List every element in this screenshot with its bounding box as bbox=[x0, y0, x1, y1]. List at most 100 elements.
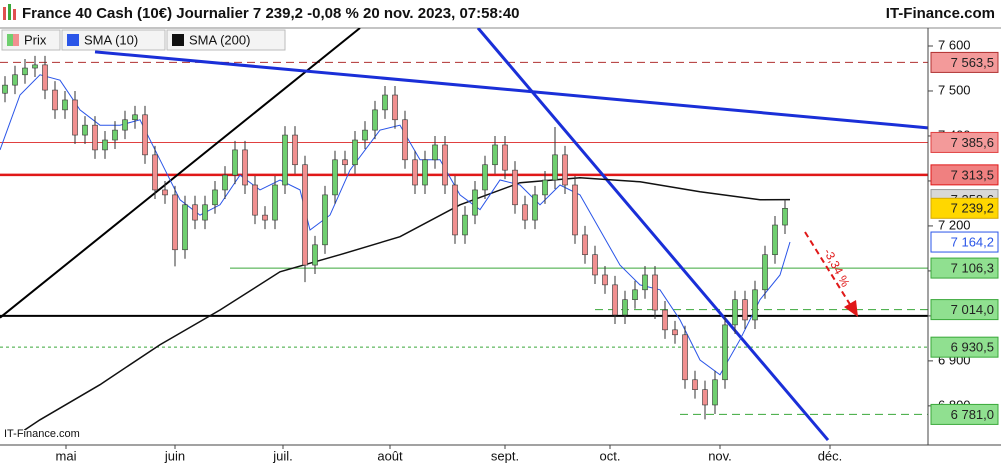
candle-body bbox=[482, 164, 488, 191]
candle-body bbox=[222, 174, 228, 191]
candle-body bbox=[122, 119, 128, 131]
candle-body bbox=[722, 324, 728, 381]
level-label-box bbox=[930, 299, 999, 321]
candle-body bbox=[492, 144, 498, 166]
candle-body bbox=[212, 189, 218, 206]
x-tick-label: juil. bbox=[272, 448, 293, 463]
legend-label: Prix bbox=[24, 32, 47, 47]
level-label-box bbox=[930, 336, 999, 358]
level-label: 7 014,0 bbox=[951, 302, 994, 317]
level-label-box bbox=[930, 257, 999, 279]
candle-body bbox=[632, 289, 638, 301]
legend-swatch bbox=[67, 34, 79, 46]
candle-body bbox=[642, 274, 648, 291]
legend-label: SMA (200) bbox=[189, 32, 250, 47]
level-label-box bbox=[930, 51, 999, 73]
legend-box bbox=[61, 29, 166, 51]
candle-body bbox=[352, 139, 358, 166]
candle-body bbox=[402, 119, 408, 161]
watermark: IT-Finance.com bbox=[4, 428, 80, 440]
candle-body bbox=[22, 67, 28, 76]
candle-body bbox=[302, 164, 308, 266]
legend-swatch bbox=[13, 34, 19, 46]
level-label: 7 164,2 bbox=[951, 234, 994, 249]
level-label: 7 106,3 bbox=[951, 261, 994, 276]
candle-body bbox=[242, 149, 248, 186]
candle-body bbox=[182, 204, 188, 251]
candle-body bbox=[2, 84, 8, 94]
candle-body bbox=[272, 184, 278, 221]
candle-body bbox=[252, 184, 258, 216]
candle-body bbox=[542, 179, 548, 196]
chart-title: France 40 Cash (10€) Journalier 7 239,2 … bbox=[22, 5, 520, 22]
candle-body bbox=[532, 194, 538, 221]
x-tick-label: août bbox=[377, 448, 403, 463]
candle-body bbox=[142, 114, 148, 156]
candle-body bbox=[92, 124, 98, 151]
candle-body bbox=[452, 184, 458, 236]
sma-line bbox=[0, 74, 791, 376]
y-tick-label: 7 200 bbox=[938, 217, 971, 232]
candle-body bbox=[382, 94, 388, 111]
level-label: 6 781,0 bbox=[951, 407, 994, 422]
candle-body bbox=[192, 204, 198, 221]
candle-body bbox=[582, 234, 588, 256]
x-tick-label: nov. bbox=[708, 448, 732, 463]
candle-body bbox=[362, 129, 368, 141]
legend: Prix SMA (10) SMA (200) bbox=[1, 29, 286, 51]
candle-body bbox=[472, 189, 478, 216]
candle-body bbox=[372, 109, 378, 131]
candle-body bbox=[622, 299, 628, 316]
candle-body bbox=[612, 284, 618, 316]
candle-body bbox=[12, 74, 18, 86]
candle-body bbox=[522, 204, 528, 221]
sma-line bbox=[24, 177, 791, 431]
candle-body bbox=[32, 64, 38, 69]
candle-body bbox=[652, 274, 658, 311]
candle-body bbox=[282, 134, 288, 186]
candle-body bbox=[562, 154, 568, 186]
candle-body bbox=[112, 129, 118, 141]
candle-body bbox=[202, 204, 208, 221]
candle-body bbox=[592, 254, 598, 276]
candle-body bbox=[712, 379, 718, 406]
x-tick-label: oct. bbox=[600, 448, 621, 463]
candle-body bbox=[262, 214, 268, 221]
candle-body bbox=[732, 299, 738, 326]
candle-body bbox=[782, 207, 788, 226]
legend-swatch bbox=[172, 34, 184, 46]
level-label: 7 239,2 bbox=[951, 201, 994, 216]
level-label: 7 385,6 bbox=[951, 135, 994, 150]
x-tick-label: juin bbox=[164, 448, 185, 463]
x-tick-label: déc. bbox=[818, 448, 843, 463]
candle-body bbox=[662, 309, 668, 331]
level-label-box bbox=[930, 403, 999, 425]
candle-body bbox=[312, 244, 318, 266]
trendline bbox=[0, 28, 361, 319]
candle-body bbox=[72, 99, 78, 136]
candle-body bbox=[682, 334, 688, 381]
candle-body bbox=[462, 214, 468, 236]
candle-body bbox=[322, 194, 328, 246]
candle-body bbox=[52, 89, 58, 111]
candle-body bbox=[552, 154, 558, 181]
candle-body bbox=[572, 184, 578, 236]
level-label-box bbox=[930, 131, 999, 153]
header-icon bbox=[3, 4, 16, 20]
candle-body bbox=[162, 189, 168, 196]
candle-body bbox=[512, 169, 518, 206]
level-label-box bbox=[930, 231, 999, 253]
trendline bbox=[94, 50, 928, 130]
legend-label: SMA (10) bbox=[84, 32, 138, 47]
candle-body bbox=[132, 114, 138, 121]
legend-box bbox=[166, 29, 286, 51]
candle-body bbox=[232, 149, 238, 176]
plot-area bbox=[0, 28, 928, 442]
candle-body bbox=[102, 139, 108, 151]
y-tick-label: 7 600 bbox=[938, 37, 971, 52]
candle-body bbox=[692, 379, 698, 390]
level-label-box bbox=[930, 164, 999, 186]
candle-body bbox=[332, 159, 338, 196]
